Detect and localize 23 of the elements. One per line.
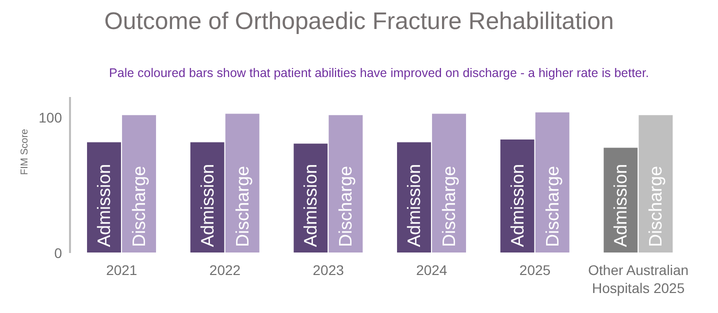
x-tick-label: 2023: [312, 262, 344, 278]
y-tick-label: 0: [54, 244, 62, 261]
text: Admission: [610, 164, 631, 247]
series-label: Admission: [94, 164, 114, 247]
text: Discharge: [646, 166, 666, 247]
text: Admission: [300, 164, 321, 247]
x-tick-label: 2022: [209, 262, 241, 278]
y-tick-label: 100: [38, 109, 62, 126]
x-tick-label: 2025: [519, 262, 551, 278]
text: Admission: [507, 164, 528, 247]
x-tick-label: 2021: [106, 262, 138, 278]
text: Discharge: [232, 166, 252, 247]
y-axis-title: FIM Score: [20, 128, 31, 175]
chart-title: Outcome of Orthopaedic Fracture Rehabilitation: [103, 8, 615, 36]
text: Admission: [404, 164, 424, 247]
text: Pale coloured bars show that patient abilities have improved on discharge - a higher rate is better.: [108, 66, 650, 80]
x-tick-label: 2024: [416, 262, 448, 278]
series-label: Discharge: [129, 166, 150, 247]
text: Discharge: [439, 166, 460, 247]
x-tick-label: Other Australian Hospitals 2025: [588, 262, 689, 296]
text: Discharge: [336, 166, 356, 247]
text: Discharge: [542, 166, 562, 247]
text: Admission: [197, 164, 218, 247]
